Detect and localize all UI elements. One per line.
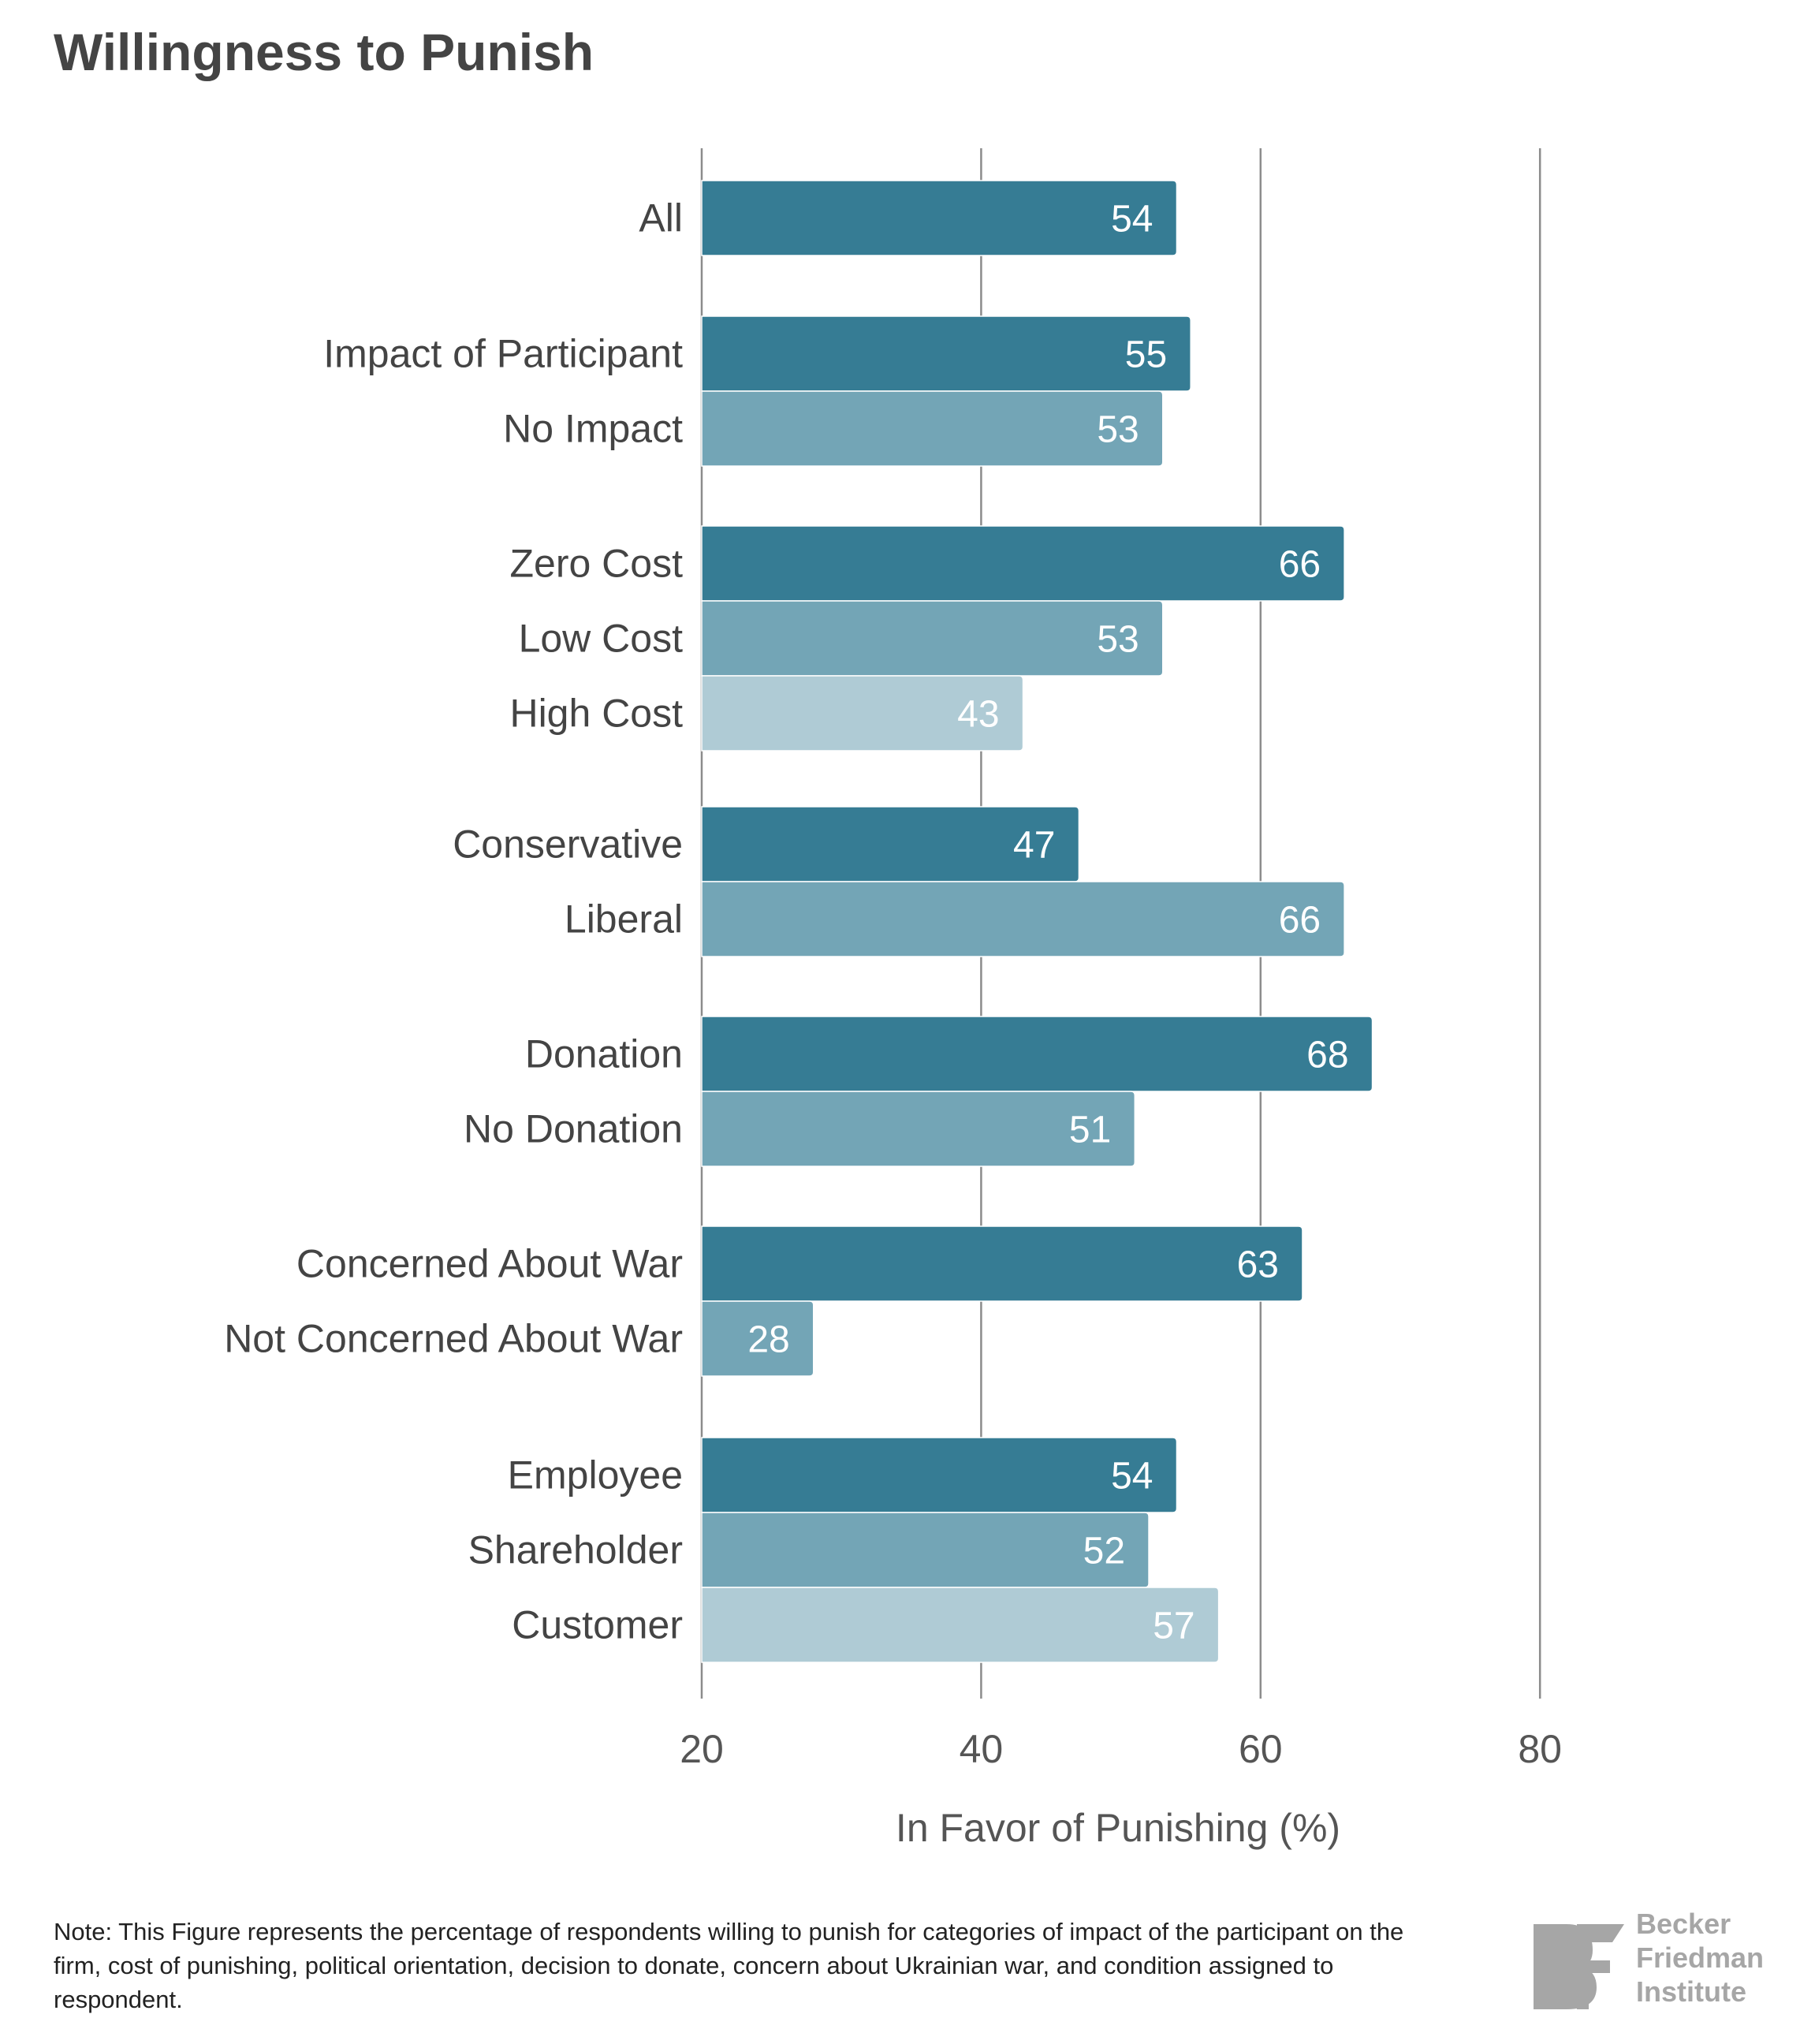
bar: [701, 881, 1345, 957]
category-label: Shareholder: [468, 1528, 683, 1572]
bar: [701, 315, 1191, 392]
bar-chart: 20 40 60 80 In Favor of Punishing (%) 54 All 55…: [224, 148, 1562, 1850]
bar: [701, 1512, 1150, 1588]
bar-value-label: 51: [1069, 1110, 1111, 1151]
bar: [701, 675, 1024, 752]
bar: [701, 390, 1164, 467]
chart-note: Note: This Figure represents the percent…: [54, 1918, 1404, 2013]
logo-text: Becker Friedman Institute: [1636, 1907, 1764, 2009]
x-tick-label: 20: [680, 1727, 724, 1771]
category-label: Liberal: [565, 897, 683, 942]
bf-logo-icon: [1534, 1924, 1624, 2009]
bar: [701, 1225, 1303, 1302]
category-label: Donation: [525, 1032, 683, 1076]
bar: [701, 180, 1178, 256]
bar-value-label: 53: [1097, 619, 1139, 661]
x-tick-label: 40: [960, 1727, 1004, 1771]
bar: [701, 525, 1345, 602]
category-label: Customer: [512, 1603, 683, 1647]
category-label: Zero Cost: [509, 542, 683, 586]
bar-value-label: 57: [1153, 1606, 1194, 1647]
bar-value-label: 52: [1083, 1531, 1125, 1572]
bar-value-label: 68: [1306, 1035, 1348, 1076]
bar-value-label: 66: [1279, 900, 1321, 942]
bar: [701, 1091, 1136, 1167]
bar-value-label: 47: [1013, 825, 1055, 867]
bar: [701, 1437, 1178, 1513]
logo-line: Becker: [1636, 1908, 1731, 1940]
x-axis-label: In Favor of Punishing (%): [896, 1806, 1340, 1850]
bar-value-label: 43: [957, 694, 999, 736]
bar-value-label: 54: [1111, 1456, 1153, 1498]
logo-line: Friedman: [1636, 1941, 1765, 1974]
category-label: High Cost: [509, 692, 683, 736]
bar-value-label: 28: [747, 1319, 789, 1361]
bar: [701, 1016, 1373, 1092]
bar-value-label: 53: [1097, 409, 1139, 451]
bar-value-label: 54: [1111, 199, 1153, 241]
becker-friedman-logo: Becker Friedman Institute: [1518, 1907, 1802, 2009]
category-label: Employee: [508, 1453, 683, 1498]
bar-value-label: 66: [1279, 544, 1321, 586]
bar: [701, 600, 1164, 677]
category-label: No Impact: [503, 407, 683, 451]
chart-title: Willingness to Punish: [54, 23, 594, 81]
category-label: Conservative: [453, 822, 683, 867]
x-tick-label: 60: [1239, 1727, 1283, 1771]
category-label: Impact of Participant: [323, 332, 683, 376]
category-label: All: [639, 196, 683, 241]
category-label: Concerned About War: [296, 1242, 683, 1286]
x-tick-label: 80: [1518, 1727, 1562, 1771]
bar: [701, 1587, 1220, 1663]
category-label: Low Cost: [519, 617, 684, 661]
logo-line: Institute: [1636, 1975, 1746, 2008]
bar-value-label: 55: [1125, 334, 1167, 376]
bar-value-label: 63: [1237, 1244, 1279, 1286]
category-label: Not Concerned About War: [224, 1317, 683, 1361]
category-label: No Donation: [464, 1107, 683, 1151]
bar: [701, 1300, 814, 1377]
